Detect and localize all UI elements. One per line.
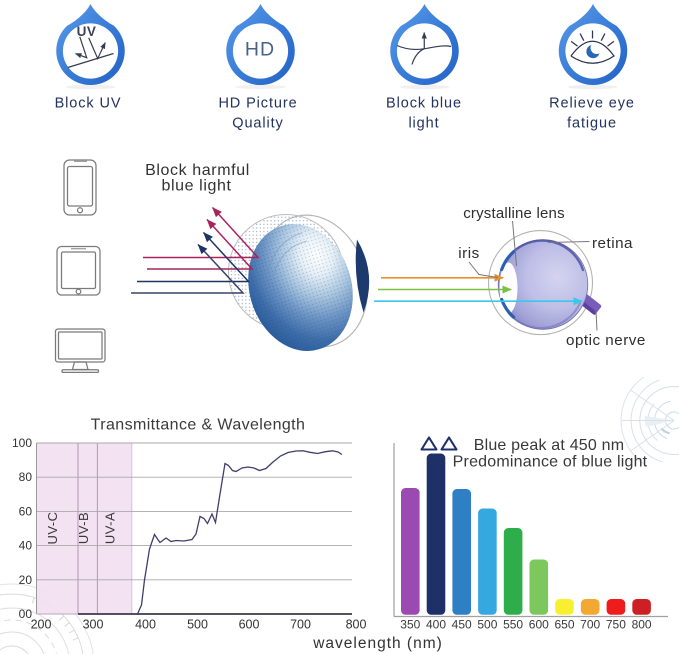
svg-text:UV-B: UV-B: [76, 512, 91, 544]
svg-text:optic nerve: optic nerve: [566, 332, 646, 349]
svg-text:800: 800: [346, 618, 367, 632]
svg-text:wavelength (nm): wavelength (nm): [312, 635, 443, 652]
svg-text:Relieve eye: Relieve eye: [549, 96, 635, 112]
svg-text:Block UV: Block UV: [55, 96, 122, 112]
svg-text:600: 600: [529, 618, 549, 632]
svg-text:400: 400: [135, 618, 156, 632]
svg-text:Predominance of blue light: Predominance of blue light: [453, 454, 648, 471]
svg-text:Block blue: Block blue: [386, 96, 462, 112]
svg-text:UV: UV: [77, 24, 97, 39]
svg-text:crystalline lens: crystalline lens: [463, 205, 565, 222]
svg-text:800: 800: [632, 618, 652, 632]
svg-text:80: 80: [19, 470, 33, 484]
svg-text:650: 650: [554, 618, 574, 632]
svg-text:Blue peak at 450 nm: Blue peak at 450 nm: [474, 437, 625, 454]
svg-text:00: 00: [19, 607, 33, 621]
svg-text:200: 200: [31, 618, 52, 632]
svg-text:100: 100: [12, 436, 32, 450]
svg-text:450: 450: [452, 618, 472, 632]
svg-text:blue light: blue light: [161, 178, 231, 195]
svg-text:400: 400: [426, 618, 446, 632]
svg-text:retina: retina: [592, 235, 633, 252]
svg-text:UV-C: UV-C: [45, 511, 60, 544]
svg-text:750: 750: [606, 618, 626, 632]
svg-text:600: 600: [239, 618, 260, 632]
svg-text:Block harmful: Block harmful: [145, 162, 250, 179]
svg-text:300: 300: [83, 618, 104, 632]
svg-text:20: 20: [19, 573, 33, 587]
svg-text:500: 500: [187, 618, 208, 632]
svg-text:UV-A: UV-A: [103, 512, 118, 544]
svg-text:HD Picture: HD Picture: [218, 96, 297, 112]
svg-text:iris: iris: [458, 245, 479, 262]
svg-text:Transmittance & Wavelength: Transmittance & Wavelength: [91, 417, 306, 434]
svg-text:40: 40: [19, 539, 33, 553]
svg-text:550: 550: [503, 618, 523, 632]
svg-text:fatigue: fatigue: [567, 116, 617, 132]
svg-text:500: 500: [477, 618, 497, 632]
svg-text:700: 700: [580, 618, 600, 632]
svg-text:350: 350: [400, 618, 420, 632]
svg-text:HD: HD: [245, 39, 275, 61]
svg-text:60: 60: [19, 504, 33, 518]
svg-text:light: light: [408, 116, 439, 132]
svg-text:Quality: Quality: [232, 116, 283, 132]
svg-text:700: 700: [290, 618, 311, 632]
